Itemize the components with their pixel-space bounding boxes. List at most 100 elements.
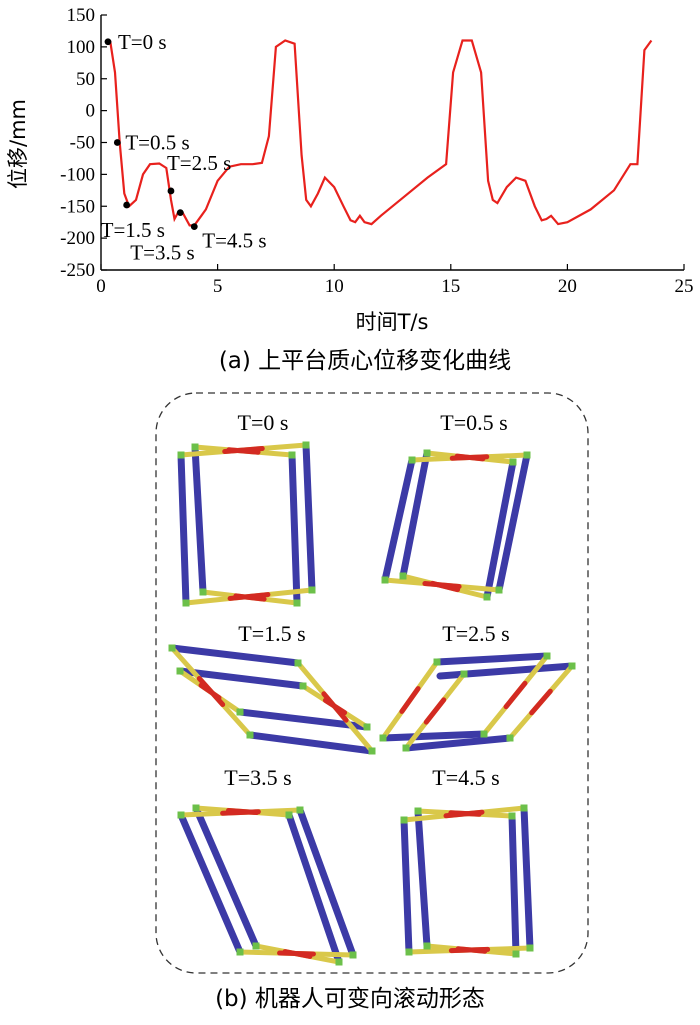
rod xyxy=(233,593,267,602)
rod xyxy=(198,682,222,701)
joint-node xyxy=(423,942,431,950)
annotation-points: T=0 s T=0.5 s T=1.5 s T=2.5 s T=3.5 s T=4.5 s xyxy=(101,30,267,265)
y-tick-label: -50 xyxy=(70,133,95,154)
displacement-curve xyxy=(105,39,653,227)
joint-node xyxy=(236,948,244,956)
joint-node xyxy=(168,644,176,652)
rod xyxy=(433,652,551,666)
y-axis-label: 位移/mm xyxy=(6,99,30,189)
rod xyxy=(191,443,207,596)
annotation-label: T=0 s xyxy=(118,30,167,54)
joint-node xyxy=(402,744,410,752)
rod xyxy=(285,811,343,966)
y-tick-label: -250 xyxy=(60,260,95,281)
rod xyxy=(226,447,261,455)
rod xyxy=(302,441,316,594)
joint-node xyxy=(460,670,468,678)
joint-node xyxy=(526,944,534,952)
rod xyxy=(288,451,301,607)
joint-node xyxy=(399,572,407,580)
annotation-label: T=3.5 s xyxy=(130,241,194,265)
annotation-point xyxy=(123,201,131,209)
rod xyxy=(246,731,376,755)
joint-node xyxy=(294,659,302,667)
joint-node xyxy=(543,652,551,660)
joint-node xyxy=(381,576,389,584)
x-tick-label: 25 xyxy=(675,276,694,297)
panel-title-t1-5: T=1.5 s xyxy=(238,621,305,646)
joint-node xyxy=(414,807,422,815)
joint-node xyxy=(433,658,441,666)
joint-node xyxy=(285,811,293,819)
x-axis-label: 时间T/s xyxy=(356,310,429,334)
caption-a: (a) 上平台质心位移变化曲线 xyxy=(219,348,511,374)
panel-title-t0-5: T=0.5 s xyxy=(440,410,507,435)
panel-title-t2-5: T=2.5 s xyxy=(442,621,509,646)
joint-node xyxy=(480,730,488,738)
joint-node xyxy=(349,951,357,959)
rod xyxy=(381,456,416,584)
rod xyxy=(414,807,431,950)
annotation-point xyxy=(167,187,175,195)
joint-node xyxy=(335,958,343,966)
annotation-point xyxy=(113,139,121,146)
joint-node xyxy=(299,682,307,690)
rod xyxy=(529,688,553,716)
joint-node xyxy=(512,950,520,958)
joint-node xyxy=(252,942,260,950)
joint-node xyxy=(177,451,185,459)
rod xyxy=(192,804,260,950)
joint-node xyxy=(400,816,408,824)
joint-node xyxy=(495,586,503,594)
rod xyxy=(483,458,517,601)
y-tick-label: 0 xyxy=(86,101,96,122)
rod xyxy=(236,708,371,731)
annotation-label: T=0.5 s xyxy=(125,131,189,155)
joint-node xyxy=(509,458,517,466)
x-tick-label: 15 xyxy=(441,276,460,297)
rod xyxy=(503,680,528,710)
joint-node xyxy=(408,456,416,464)
rod xyxy=(400,816,413,956)
annotation-label: T=4.5 s xyxy=(202,229,266,253)
annotation-point xyxy=(176,209,184,217)
joint-node xyxy=(423,449,431,457)
rod xyxy=(226,807,259,816)
y-tick-label: -150 xyxy=(60,196,95,217)
joint-node xyxy=(506,734,514,742)
rod xyxy=(296,806,357,959)
rod xyxy=(495,451,531,594)
rod xyxy=(520,804,534,952)
rod xyxy=(379,730,488,742)
robot-rolling-states xyxy=(168,441,576,966)
joint-node xyxy=(296,806,304,814)
panel-title-t3-5: T=3.5 s xyxy=(224,765,291,790)
joint-node xyxy=(192,804,200,812)
panel-title-t4-5: T=4.5 s xyxy=(432,765,499,790)
joint-node xyxy=(368,747,376,755)
joint-node xyxy=(293,599,301,607)
joint-node xyxy=(520,804,528,812)
rod xyxy=(454,453,486,462)
rod xyxy=(508,812,520,958)
joint-node xyxy=(379,734,387,742)
rod xyxy=(423,697,447,725)
joint-node xyxy=(483,593,491,601)
y-tick-label: 50 xyxy=(76,69,95,90)
rod xyxy=(455,946,488,954)
x-tick-label: 20 xyxy=(558,276,577,297)
rod xyxy=(399,686,421,714)
rod xyxy=(282,949,313,959)
joint-node xyxy=(176,667,184,675)
y-tick-label: 150 xyxy=(67,5,96,26)
rod xyxy=(176,667,307,690)
joint-node xyxy=(568,662,576,670)
joint-node xyxy=(523,451,531,459)
rod xyxy=(322,697,348,716)
joint-node xyxy=(177,811,185,819)
annotation-point xyxy=(190,223,198,231)
annotation-label: T=2.5 s xyxy=(167,151,231,175)
